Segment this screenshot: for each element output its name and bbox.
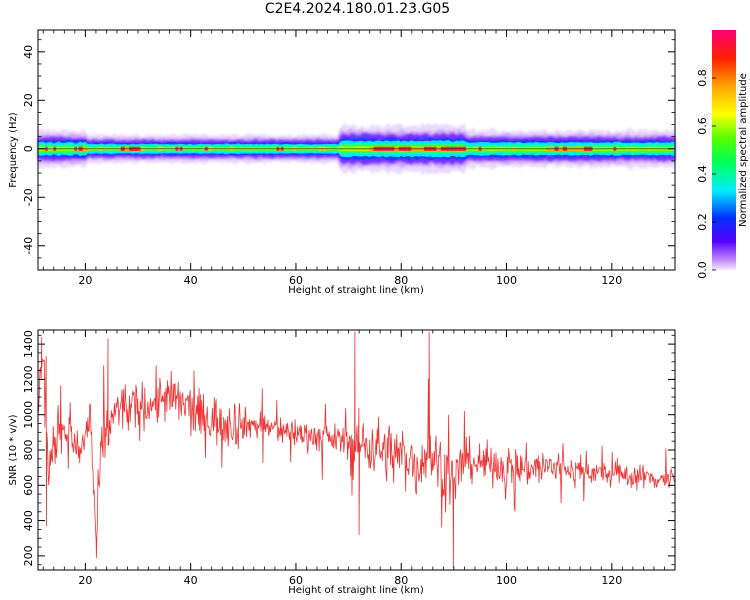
snr-y-tick-label: 1400: [22, 330, 35, 358]
chart-title: C2E4.2024.180.01.23.G05: [264, 1, 451, 17]
colorbar-tick-label: 0.2: [696, 213, 709, 231]
heatmap-x-tick-label: 40: [184, 274, 198, 287]
colorbar-label: Normalized spectral amplitude: [738, 73, 749, 227]
snr-x-tick-label: 40: [184, 574, 198, 587]
heatmap-x-tick-label: 120: [601, 274, 622, 287]
snr-x-tick-label: 20: [78, 574, 92, 587]
heatmap-y-tick-label: -20: [22, 188, 35, 206]
colorbar-tick-label: 0.6: [696, 117, 709, 135]
snr-panel: 20 40 60 80 100 120 200 400 600 800 1000 1200 1400 H…: [8, 329, 676, 596]
heatmap-x-tick-label: 100: [496, 274, 517, 287]
heatmap-x-tick-label: 80: [394, 274, 408, 287]
heatmap-frame: [37, 29, 676, 271]
snr-x-tick-label: 60: [289, 574, 303, 587]
heatmap-ticks: 20 40 60 80 100 120 -40 -20 0 20 40: [22, 30, 676, 287]
snr-x-tick-label: 80: [394, 574, 408, 587]
heatmap-panel: 20 40 60 80 100 120 -40 -20 0 20 40 Height of stra…: [8, 29, 676, 296]
heatmap-x-axis-label: Height of straight line (km): [288, 285, 424, 296]
snr-y-tick-label: 400: [22, 510, 35, 531]
colorbar-ticks: 0.0 0.2 0.4 0.6 0.8: [696, 69, 716, 279]
colorbar-tick-label: 0.0: [696, 261, 709, 279]
snr-x-tick-label: 120: [601, 574, 622, 587]
heatmap-y-tick-label: 0: [22, 145, 35, 152]
snr-x-axis-label: Height of straight line (km): [288, 585, 424, 596]
snr-x-tick-label: 100: [496, 574, 517, 587]
colorbar-gradient: [712, 30, 736, 270]
heatmap-y-tick-label: 20: [22, 93, 35, 107]
spectral-band: [38, 122, 675, 176]
colorbar: 0.0 0.2 0.4 0.6 0.8 Normalized spectral ampl…: [696, 30, 749, 279]
snr-y-axis-label: SNR (10 * v/v): [8, 414, 19, 485]
colorbar-tick-label: 0.4: [696, 165, 709, 183]
heatmap-y-axis-label: Frequency (Hz): [8, 112, 19, 188]
heatmap-x-tick-label: 20: [78, 274, 92, 287]
snr-ticks: 20 40 60 80 100 120 200 400 600 800 1000 1200 1400: [22, 330, 676, 587]
snr-y-tick-label: 1000: [22, 401, 35, 429]
heatmap-y-tick-label: -40: [22, 237, 35, 255]
snr-series-line: [37, 331, 676, 569]
snr-y-tick-label: 1200: [22, 365, 35, 393]
snr-y-tick-label: 600: [22, 475, 35, 496]
snr-y-tick-label: 200: [22, 545, 35, 566]
snr-y-tick-label: 800: [22, 440, 35, 461]
colorbar-tick-label: 0.8: [696, 69, 709, 87]
heatmap-y-tick-label: 40: [22, 45, 35, 59]
snr-plot-area: [38, 330, 675, 570]
heatmap-x-tick-label: 60: [289, 274, 303, 287]
